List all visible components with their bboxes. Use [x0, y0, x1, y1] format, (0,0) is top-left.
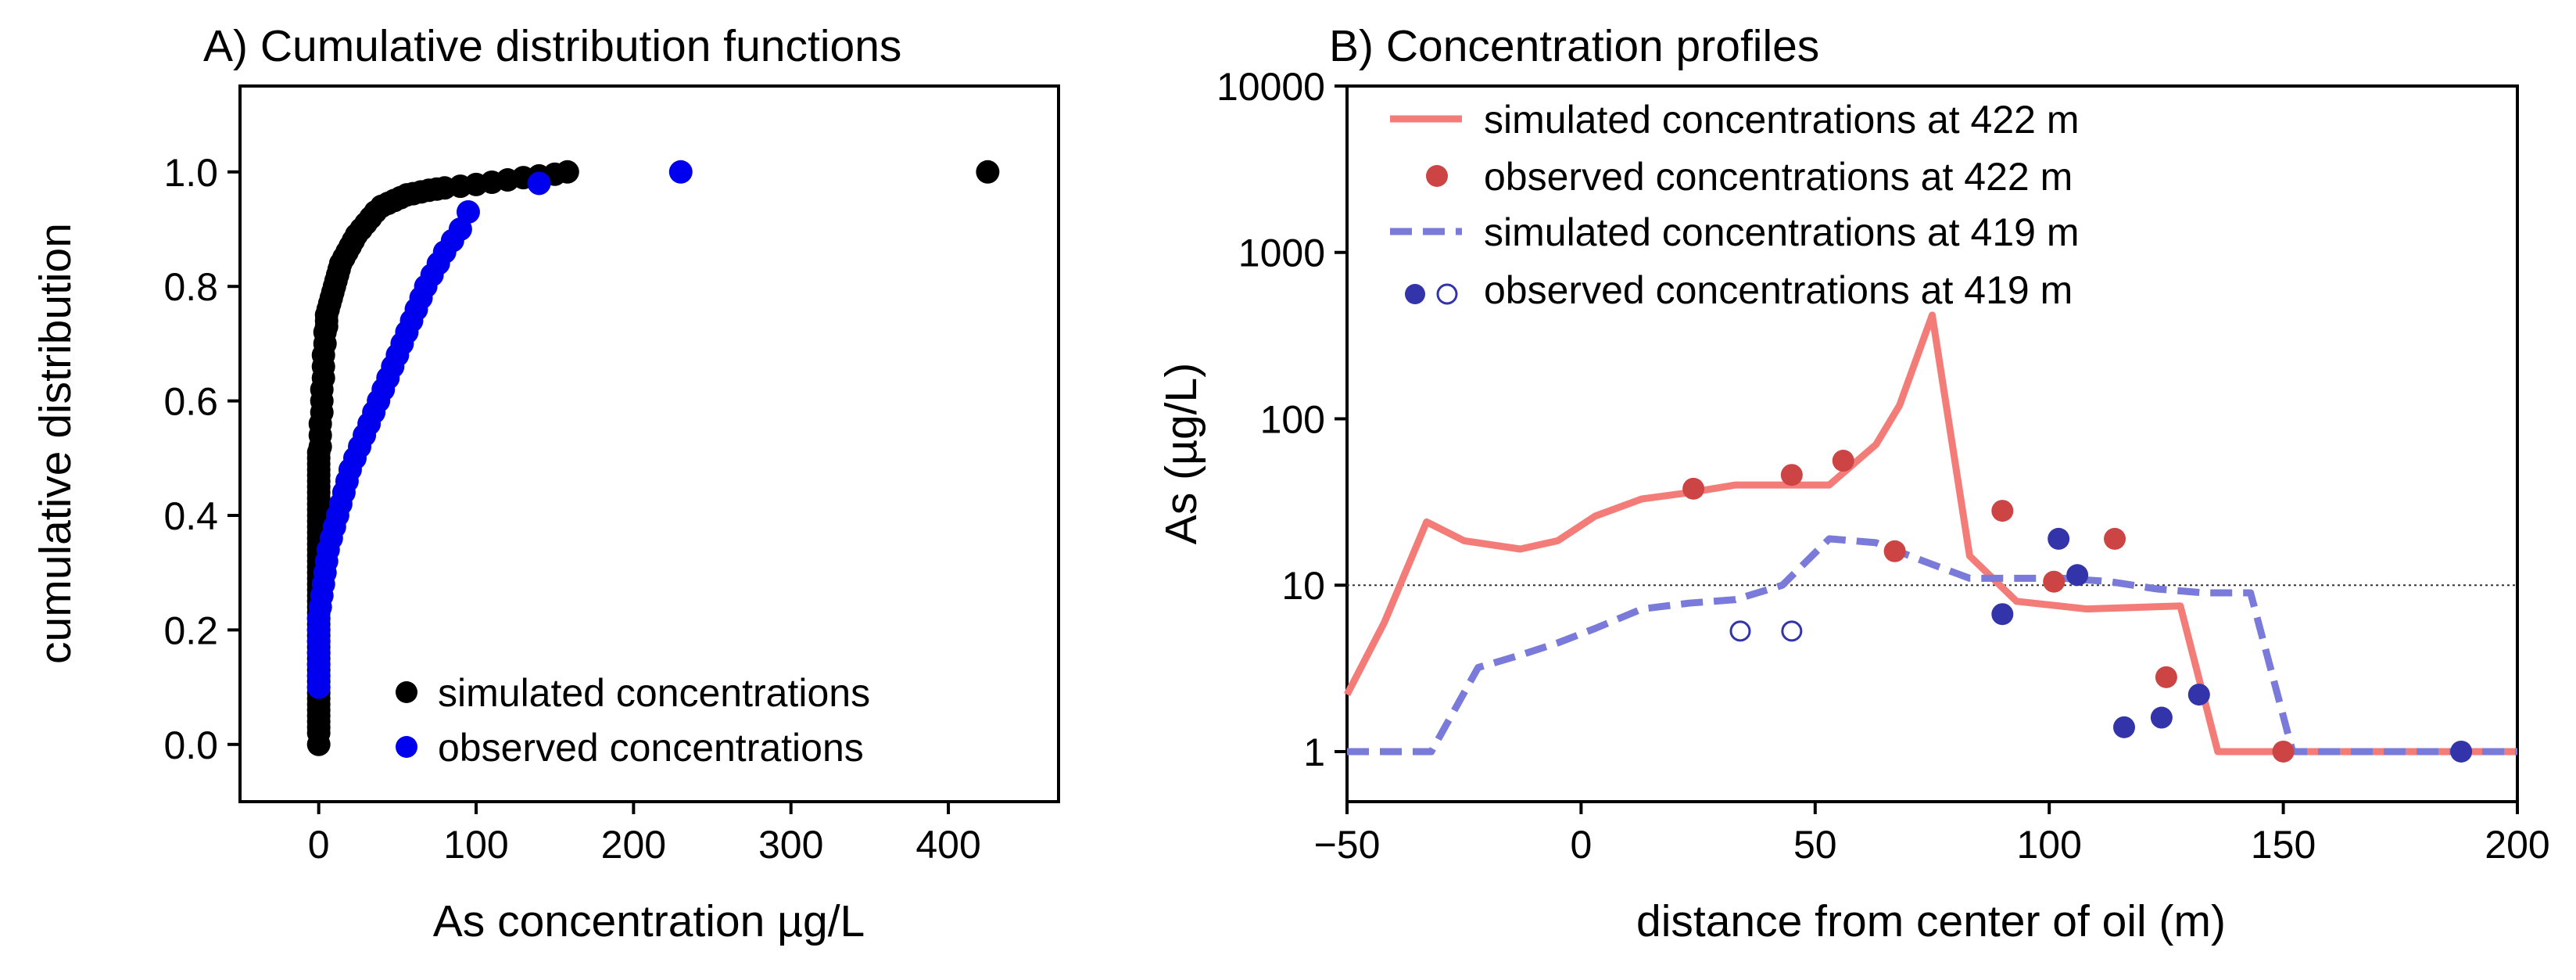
panel-a-plot-frame [238, 84, 1060, 803]
panel-b-legend: simulated concentrations at 422 m observ… [1390, 98, 2080, 312]
panel-b-x-tick-label: 150 [2251, 823, 2316, 867]
panel-a-x-tick-label: 300 [758, 823, 823, 867]
line-simulated-422 [1344, 311, 2517, 756]
panel-b-y-tick-label: 100 [1260, 397, 1325, 441]
point-observed-419 [2048, 527, 2070, 550]
point-observed [668, 160, 693, 184]
panel-b-title: B) Concentration profiles [1329, 21, 1819, 71]
legend-label-sim-422: simulated concentrations at 422 m [1484, 98, 2080, 142]
point-observed-419 [2187, 684, 2210, 706]
panel-a-x-tick-label: 200 [601, 823, 666, 867]
panel-a-y-tick-label: 0.4 [163, 494, 218, 538]
point-simulated [555, 160, 579, 184]
point-observed-419 [2450, 740, 2473, 763]
panel-b: B) Concentration profiles −50 0 50 100 150 20… [1156, 21, 2550, 946]
panel-b-x-tick-label: 0 [1570, 823, 1592, 867]
panel-a-marks [306, 160, 1000, 756]
point-observed-422 [1883, 540, 1906, 562]
point-simulated [976, 160, 1000, 184]
panel-a-y-tick-label: 0.0 [163, 723, 218, 767]
point-observed-422 [2155, 666, 2177, 688]
panel-a-x-tick-label: 400 [915, 823, 980, 867]
panel-a-y-axis-label: cumulative distribution [30, 223, 81, 664]
panel-a-x-tick-label: 100 [443, 823, 508, 867]
panel-a-y-tick-label: 1.0 [163, 151, 218, 195]
panel-b-plot-frame [1345, 84, 2519, 803]
point-observed-419 [2113, 716, 2136, 738]
panel-b-y-tick-label: 10000 [1216, 65, 1325, 109]
panel-b-x-tick-label: 200 [2485, 823, 2549, 867]
panel-a-axes: 0 100 200 300 400 0.0 0.2 0.4 0.6 0.8 1.0 [163, 151, 980, 867]
panel-a: A) Cumulative distribution functions 0 10… [30, 21, 1060, 946]
point-observed-419 [2150, 706, 2173, 729]
legend-label-obs-422: observed concentrations at 422 m [1484, 155, 2073, 199]
legend-label-observed: observed concentrations [438, 726, 864, 770]
point-observed-419 [1729, 620, 1751, 642]
point-observed-422 [1991, 500, 2014, 522]
legend-marker-simulated [396, 681, 417, 703]
point-observed-422 [2043, 570, 2065, 593]
panel-b-x-tick-label: 100 [2016, 823, 2081, 867]
point-observed-419 [1991, 603, 2014, 626]
panel-a-y-tick-label: 0.8 [163, 265, 218, 309]
legend-label-sim-419: simulated concentrations at 419 m [1484, 210, 2080, 254]
legend-label-simulated: simulated concentrations [438, 671, 870, 715]
panel-b-axes: −50 0 50 100 150 200 1 10 100 1000 10000 [1216, 65, 2550, 867]
legend-marker-obs-419-filled [1405, 284, 1425, 304]
point-observed-422 [1780, 464, 1803, 486]
panel-b-y-tick-label: 10 [1281, 564, 1325, 608]
panel-a-y-tick-label: 0.6 [163, 380, 218, 424]
legend-marker-obs-419-open [1436, 283, 1458, 305]
legend-marker-observed [396, 736, 417, 758]
panel-b-x-tick-label: −50 [1314, 823, 1381, 867]
point-observed-419 [1781, 620, 1803, 642]
panel-a-y-tick-label: 0.2 [163, 608, 218, 652]
legend-label-obs-419: observed concentrations at 419 m [1484, 268, 2073, 312]
panel-b-x-tick-label: 50 [1793, 823, 1837, 867]
panel-b-y-tick-label: 1000 [1238, 232, 1325, 275]
panel-b-y-axis-label: As (µg/L) [1156, 363, 1206, 544]
point-observed-422 [2104, 527, 2126, 550]
panel-b-y-tick-label: 1 [1303, 731, 1325, 774]
point-observed-422 [1832, 450, 1854, 472]
line-simulated-419 [1347, 535, 2517, 756]
panel-b-x-axis-label: distance from center of oil (m) [1636, 896, 2226, 946]
point-observed [527, 171, 551, 196]
legend-marker-obs-422 [1426, 165, 1448, 187]
panel-a-x-tick-label: 0 [308, 823, 330, 867]
point-observed-422 [2272, 740, 2295, 763]
point-observed-422 [1682, 477, 1705, 500]
point-observed [456, 200, 480, 224]
panel-a-legend: simulated concentrations observed concen… [396, 671, 870, 770]
point-observed-419 [2066, 564, 2089, 587]
panel-b-marks [1344, 311, 2517, 763]
panel-a-title: A) Cumulative distribution functions [203, 21, 901, 71]
panel-a-x-axis-label: As concentration µg/L [433, 896, 865, 946]
